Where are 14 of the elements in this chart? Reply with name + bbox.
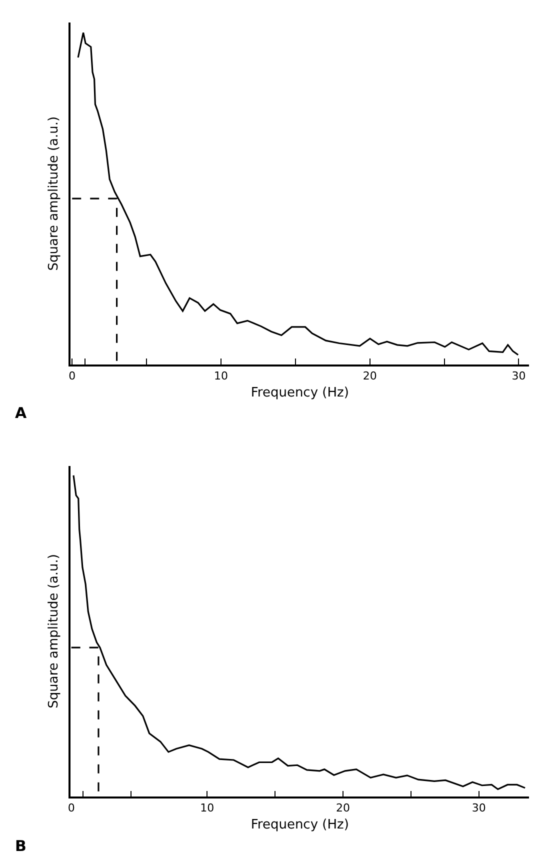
x-axis-title: Frequency (Hz) — [250, 386, 349, 401]
x-tick-label: 20 — [362, 369, 377, 382]
text: B — [15, 837, 26, 855]
x-tick-label: 10 — [214, 369, 228, 382]
text: A — [15, 404, 27, 422]
x-tick-label: 0 — [68, 369, 76, 382]
x-tick-label: 20 — [336, 802, 350, 815]
x-tick-label: 0 — [68, 802, 75, 815]
y-axis-title: Square amplitude (a.u.) — [46, 116, 62, 271]
x-tick-label: 30 — [512, 369, 526, 382]
x-tick-label: 30 — [472, 802, 486, 815]
x-axis-title: Frequency (Hz) — [250, 818, 349, 833]
x-tick-label: 10 — [200, 802, 214, 815]
y-axis-title: Square amplitude (a.u.) — [46, 554, 62, 708]
